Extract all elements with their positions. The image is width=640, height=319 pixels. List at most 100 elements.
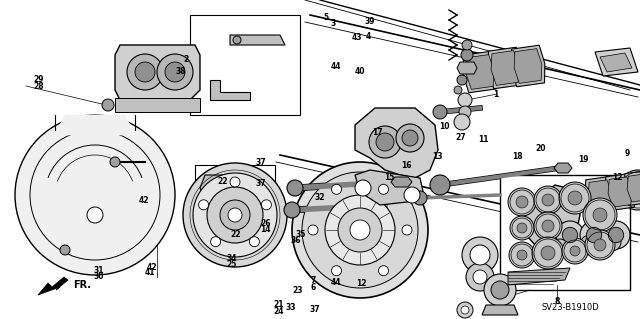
Text: SV23-B1910D: SV23-B1910D xyxy=(541,303,599,313)
Circle shape xyxy=(220,200,250,230)
Circle shape xyxy=(378,266,388,276)
Circle shape xyxy=(457,75,467,85)
Circle shape xyxy=(580,221,608,249)
Circle shape xyxy=(15,115,175,275)
Text: 40: 40 xyxy=(355,67,365,76)
Text: 14: 14 xyxy=(260,225,271,234)
Circle shape xyxy=(355,180,371,196)
Polygon shape xyxy=(520,185,580,248)
Circle shape xyxy=(510,216,534,240)
Circle shape xyxy=(87,207,103,223)
Circle shape xyxy=(594,239,606,251)
Text: 41: 41 xyxy=(145,268,156,277)
Circle shape xyxy=(60,245,70,255)
Text: 1: 1 xyxy=(493,90,499,99)
Circle shape xyxy=(183,163,287,267)
Circle shape xyxy=(110,157,120,167)
Circle shape xyxy=(228,208,242,222)
Circle shape xyxy=(350,220,370,240)
Circle shape xyxy=(198,200,209,210)
Text: FR.: FR. xyxy=(73,280,91,290)
Circle shape xyxy=(602,221,630,249)
Circle shape xyxy=(404,187,420,203)
Bar xyxy=(500,175,630,290)
Circle shape xyxy=(284,202,300,218)
Text: 16: 16 xyxy=(401,161,412,170)
Text: 37: 37 xyxy=(256,179,266,188)
Polygon shape xyxy=(605,174,635,211)
Polygon shape xyxy=(588,180,612,210)
Circle shape xyxy=(593,208,607,222)
Circle shape xyxy=(332,184,342,194)
Polygon shape xyxy=(355,108,438,178)
Text: 24: 24 xyxy=(273,308,284,316)
Circle shape xyxy=(402,130,418,146)
Polygon shape xyxy=(38,277,68,295)
Circle shape xyxy=(457,302,473,318)
Polygon shape xyxy=(585,176,615,213)
Text: 35: 35 xyxy=(296,230,306,239)
Polygon shape xyxy=(514,48,542,83)
Circle shape xyxy=(369,126,401,158)
Circle shape xyxy=(302,172,418,288)
Text: 18: 18 xyxy=(512,152,522,161)
Text: 28: 28 xyxy=(33,82,44,91)
Polygon shape xyxy=(355,170,425,205)
Polygon shape xyxy=(463,51,497,93)
Circle shape xyxy=(551,239,569,257)
Text: 8: 8 xyxy=(554,297,559,306)
Text: 42: 42 xyxy=(147,263,157,272)
Circle shape xyxy=(618,170,640,210)
Text: 25: 25 xyxy=(227,260,237,269)
Bar xyxy=(195,165,275,220)
Circle shape xyxy=(127,54,163,90)
Polygon shape xyxy=(200,175,245,200)
Polygon shape xyxy=(491,51,519,85)
Text: 2: 2 xyxy=(183,55,188,63)
Circle shape xyxy=(550,222,566,238)
Circle shape xyxy=(534,212,562,240)
Circle shape xyxy=(559,182,591,214)
Text: 5: 5 xyxy=(324,13,329,22)
Circle shape xyxy=(534,186,562,214)
Text: 12: 12 xyxy=(612,173,623,182)
Circle shape xyxy=(430,175,450,195)
Circle shape xyxy=(292,162,428,298)
Circle shape xyxy=(433,105,447,119)
Circle shape xyxy=(508,188,536,216)
Circle shape xyxy=(338,208,382,252)
Circle shape xyxy=(542,194,554,206)
Circle shape xyxy=(459,106,471,118)
Circle shape xyxy=(402,225,412,235)
Text: 36: 36 xyxy=(291,236,301,245)
Text: 39: 39 xyxy=(365,17,375,26)
Circle shape xyxy=(102,99,114,111)
Circle shape xyxy=(484,274,516,306)
Circle shape xyxy=(542,220,554,232)
Text: 33: 33 xyxy=(286,303,296,312)
Circle shape xyxy=(491,281,509,299)
Text: 32: 32 xyxy=(315,193,325,202)
Text: 19: 19 xyxy=(579,155,589,164)
Text: 38: 38 xyxy=(175,67,186,76)
Text: 6: 6 xyxy=(311,283,316,292)
Text: 44: 44 xyxy=(331,278,341,287)
Circle shape xyxy=(580,235,600,255)
Text: 31: 31 xyxy=(94,266,104,275)
Circle shape xyxy=(413,191,427,205)
Circle shape xyxy=(250,237,259,247)
Circle shape xyxy=(570,246,580,256)
Polygon shape xyxy=(624,171,640,205)
Polygon shape xyxy=(210,80,250,100)
Text: 12: 12 xyxy=(356,279,367,288)
Circle shape xyxy=(396,124,424,152)
Text: 27: 27 xyxy=(456,133,466,142)
Text: 11: 11 xyxy=(478,135,488,144)
Text: 37: 37 xyxy=(310,305,320,314)
Text: 20: 20 xyxy=(536,144,546,153)
Polygon shape xyxy=(482,305,518,315)
Circle shape xyxy=(509,242,535,268)
Text: 22: 22 xyxy=(230,230,241,239)
Text: 7: 7 xyxy=(311,276,316,285)
Circle shape xyxy=(454,86,462,94)
